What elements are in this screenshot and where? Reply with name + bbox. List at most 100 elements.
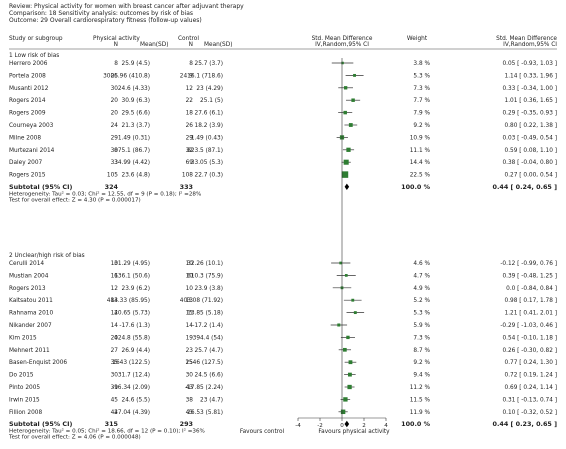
subtotal-weight: 100.0 % [401,420,430,428]
control-mean-sd: 25.7 (4.7) [195,348,224,354]
study-effect-ci: 0.27 [ 0.00, 0.54 ] [505,173,557,179]
x-axis: -4 -2 0 2 4 [295,58,388,429]
pa-mean-sd: 636.1 (50.6) [114,273,150,279]
col-control-header: Control [178,36,199,42]
axis-tick-label: 0 [340,423,344,429]
control-n: 18 [186,111,194,117]
control-mean-sd: 610.3 (75.9) [187,273,223,279]
study-weight: 7.9 % [413,111,430,117]
study-weight: 7.7 % [413,98,430,104]
study-effect-ci: 0.39 [ -0.48, 1.25 ] [502,273,557,279]
study-name: Cerulli 2014 [9,261,44,267]
pa-n: 33 [111,160,119,166]
control-mean-sd: 394.4 (54) [193,335,223,341]
point-estimate [348,123,353,127]
pa-n: 30 [111,373,119,379]
control-mean-sd: 23.9 (3.8) [195,286,224,292]
subtotal-pa-n: 315 [105,420,118,428]
pa-n: 8 [114,61,118,67]
study-name: Kim 2015 [9,335,37,341]
pa-mean-sd: 3006.96 (410.8) [103,73,150,79]
review-title: Review: Physical activity for women with… [9,3,244,10]
pa-n: 14 [111,311,119,317]
favours-physical-activity-label: Favours physical activity [318,429,390,435]
study-effect-ci: 0.54 [ -0.10, 1.18 ] [502,335,557,341]
control-mean-sd: 33.05 (5.3) [191,160,223,166]
heterogeneity-stat: Heterogeneity: Tau² = 0.05; Chi² = 18.66… [9,428,205,435]
study-name: Rogers 2013 [9,286,46,292]
study-effect-ci: 0.77 [ 0.24, 1.30 ] [505,360,557,366]
pa-mean-sd: 875.1 (86.7) [114,148,150,154]
control-mean-sd: -17.85 (2.24) [185,385,223,391]
control-n: 69 [186,160,194,166]
study-weight: 5.2 % [413,298,430,304]
pa-n: 14 [111,298,119,304]
control-n: 15 [186,311,194,317]
column-headers: Study or subgroup Physical activity N Me… [9,36,557,48]
study-effect-ci: -0.29 [ -1.03, 0.46 ] [500,323,557,329]
control-n: 25 [186,360,194,366]
control-mean-sd: 22.7 (0.3) [195,173,224,179]
pa-mean-sd: 20.65 (5.73) [114,311,150,317]
study-weight: 8.7 % [413,348,430,354]
control-n: 30 [186,373,194,379]
subtotal-label: Subtotal (95% CI) [9,420,72,428]
subtotal-pa-n: 324 [105,183,119,191]
col-smd2-subheader: IV,Random,95% CI [503,42,557,48]
favour-labels: Favours control Favours physical activit… [240,429,390,435]
study-name: Kaltsatou 2011 [9,298,53,304]
study-name: Do 2015 [9,373,34,379]
point-estimate [346,147,351,152]
control-n: 10 [186,273,194,279]
pa-mean-sd: 27.04 (4.39) [114,410,150,416]
pa-n: 11 [111,273,119,279]
control-n: 19 [186,335,194,341]
study-effect-ci: 0.29 [ -0.35, 0.93 ] [502,111,557,117]
control-n: 26 [186,123,194,129]
study-name: Rogers 2015 [9,173,46,179]
plot-header: Review: Physical activity for women with… [9,3,244,24]
study-weight: 5.3 % [413,73,430,79]
subgroup-label: 1 Low risk of bias [9,53,59,59]
study-effect-ci: 0.98 [ 0.17, 1.78 ] [505,298,557,304]
col-smd2-header: Std. Mean Difference [496,36,557,42]
pa-n: 27 [111,348,119,354]
control-n: 32 [186,148,194,154]
pa-mean-sd: 25.9 (4.5) [122,61,151,67]
pa-mean-sd: 24.6 (4.33) [118,86,150,92]
col-pa-header: Physical activity [93,36,140,42]
control-n: 43 [186,410,194,416]
study-name: Milne 2008 [9,135,41,141]
col-smd-subheader: IV,Random,95% CI [315,42,369,48]
study-effect-ci: 1.01 [ 0.36, 1.65 ] [505,98,557,104]
point-estimate [343,347,347,352]
study-weight: 4.7 % [413,273,430,279]
study-effect-ci: 0.26 [ -0.30, 0.82 ] [502,348,557,354]
pa-mean-sd: 23.6 (4.8) [122,173,151,179]
point-estimate [343,110,347,115]
pa-n: 30 [111,148,119,154]
point-estimate [348,360,353,365]
study-name: Fillion 2008 [9,410,42,416]
pa-n: 14 [111,323,119,329]
control-mean-sd: 13.85 (5.18) [187,311,223,317]
col-pa-n-header: N [114,42,118,48]
study-effect-ci: 1.14 [ 0.33, 1.96 ] [505,73,557,79]
pa-n: 44 [111,410,119,416]
study-name: Basen-Enquist 2006 [9,360,67,366]
subgroup-label: 2 Unclear/high risk of bias [9,253,85,259]
study-weight: 11.2 % [410,385,431,391]
pa-n: 12 [111,286,119,292]
study-weight: 7.3 % [413,86,430,92]
study-weight: 7.3 % [413,335,430,341]
pa-mean-sd: -16.34 (2.09) [112,385,150,391]
study-name: Nikander 2007 [9,323,52,329]
control-mean-sd: 23 (4.7) [200,397,223,403]
study-effect-ci: 0.59 [ 0.08, 1.10 ] [505,148,557,154]
point-estimate [340,409,346,415]
subtotal-effect-ci: 0.44 [ 0.24, 0.65 ] [493,183,558,191]
control-mean-sd: -17.2 (1.4) [192,323,223,329]
control-mean-sd: 18.2 (3.9) [195,123,224,129]
pa-n: 20 [111,335,119,341]
control-n: 14 [186,323,194,329]
